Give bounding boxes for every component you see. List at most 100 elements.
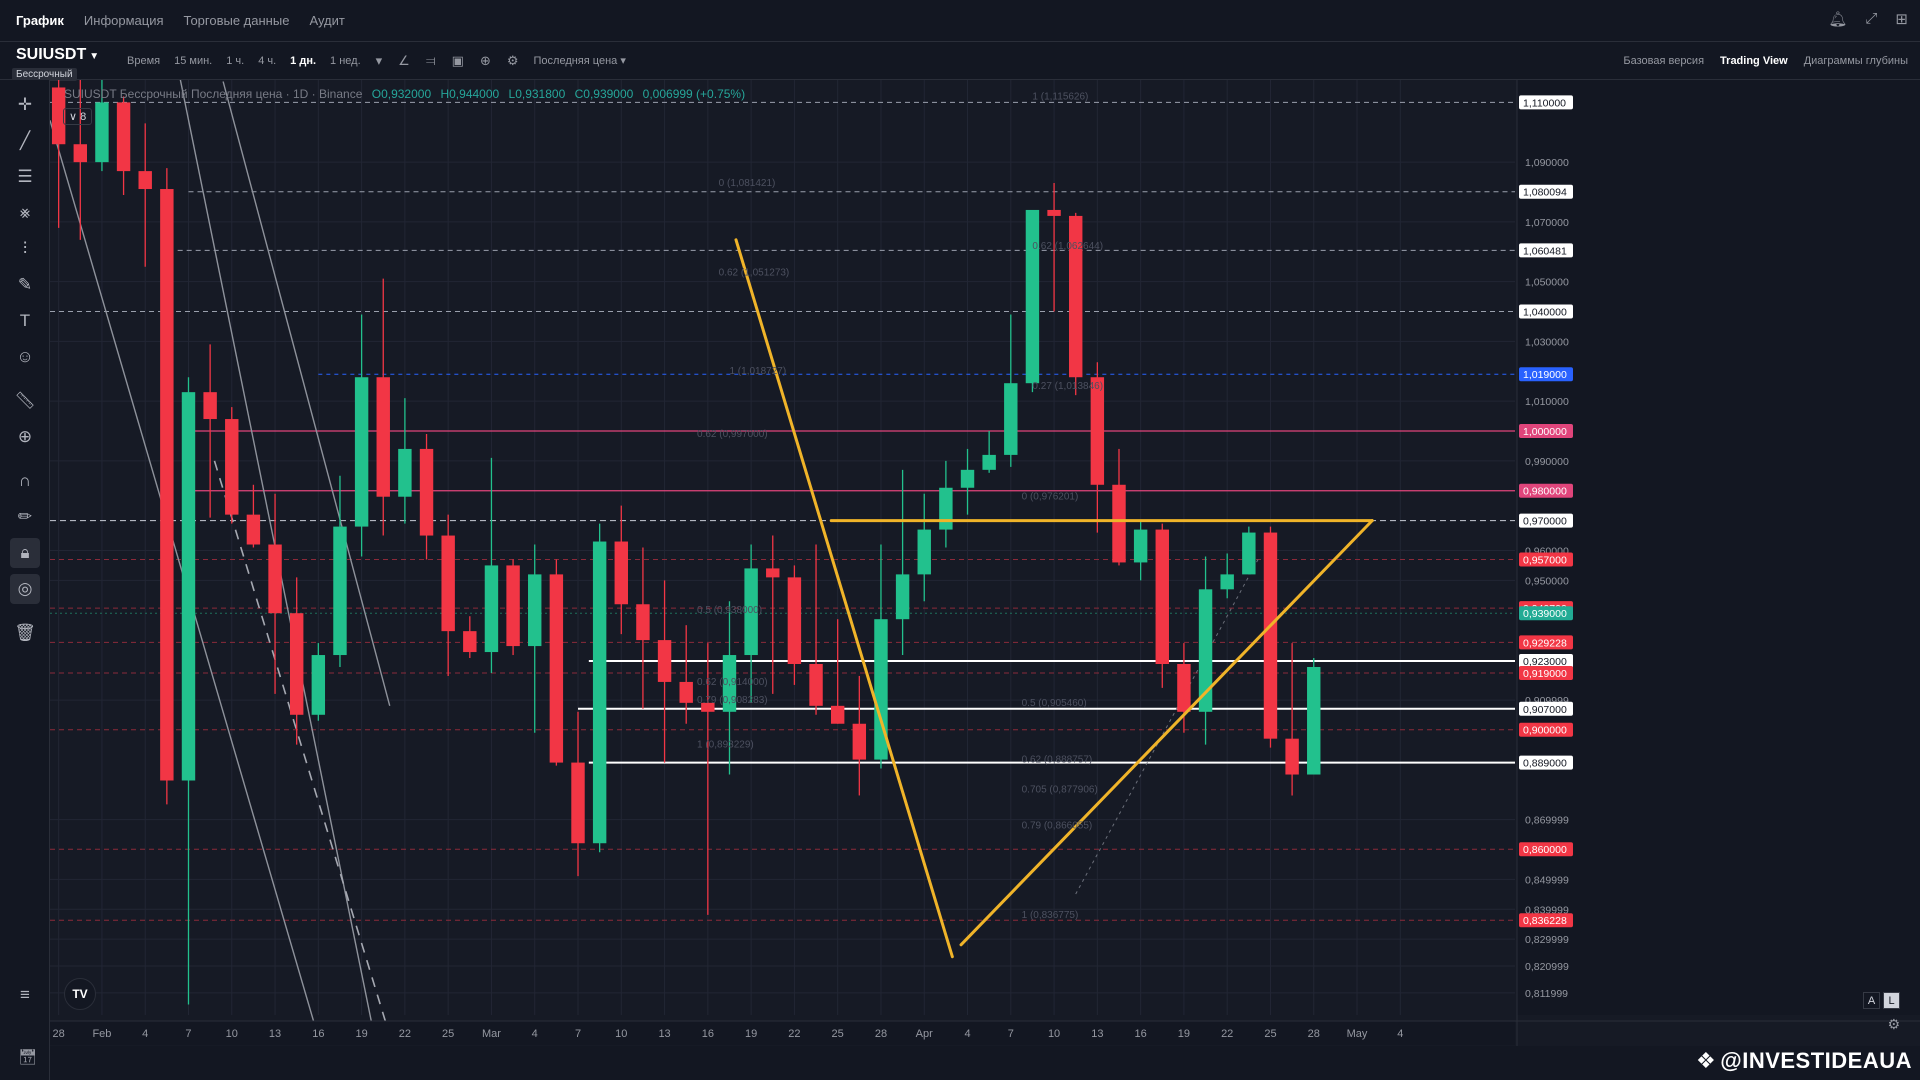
zoom-icon[interactable]: ⊕: [17, 427, 33, 446]
candle-down: [679, 625, 693, 724]
price-tag-label: 1,060481: [1523, 245, 1567, 257]
view-basic[interactable]: Базовая версия: [1623, 55, 1705, 67]
candle-body: [1090, 377, 1105, 485]
chart-grid: [50, 80, 1515, 1015]
time-tick-label: 10: [1048, 1028, 1060, 1040]
candle-body: [830, 705, 845, 724]
candle-down: [506, 559, 520, 656]
candle-down: [1112, 448, 1126, 566]
price-tag-label: 0,836228: [1523, 915, 1567, 927]
time-tick-label: 19: [1178, 1028, 1190, 1040]
tradingview-logo[interactable]: TV: [64, 978, 96, 1010]
price-tag: 0,919000: [1519, 665, 1573, 680]
price-type-label: Последняя цена: [533, 55, 618, 67]
collapse-count: 8: [80, 111, 87, 123]
candle-body: [225, 419, 239, 515]
price-tag-label: 0,923000: [1523, 656, 1567, 668]
candle-down: [787, 565, 802, 685]
view-tradingview[interactable]: Trading View: [1720, 55, 1788, 67]
candle-body: [138, 171, 152, 190]
indicators-icon[interactable]: ⫤: [425, 52, 436, 68]
indicators-collapse-badge[interactable]: ∨ 8: [63, 108, 93, 125]
price-tag: 0,923000: [1519, 654, 1573, 669]
add-icon[interactable]: ⊕: [479, 52, 491, 68]
horizontal-lines-icon[interactable]: ☰: [17, 167, 33, 186]
price-tag-bg: [1519, 483, 1573, 498]
candle-body: [571, 762, 585, 844]
text-icon[interactable]: T: [19, 311, 31, 330]
candle-body: [960, 469, 975, 488]
candle-body: [181, 392, 196, 781]
layers-icon[interactable]: ≡: [20, 985, 30, 1004]
candle-down: [268, 493, 282, 694]
camera-icon[interactable]: ▣: [451, 52, 464, 68]
calendar-icon[interactable]: 📅︎: [18, 1049, 38, 1066]
time-tick-label: 16: [1135, 1028, 1147, 1040]
price-tick-label: 1,010000: [1525, 396, 1569, 408]
interval-15m[interactable]: 15 мин.: [174, 54, 213, 67]
interval-1d[interactable]: 1 дн.: [290, 54, 317, 67]
price-tag-bg: [1519, 552, 1573, 567]
chart-type-icon[interactable]: ∠: [398, 52, 410, 68]
candle-down: [549, 559, 564, 766]
candle-down: [73, 80, 88, 240]
candle-body: [1025, 209, 1040, 384]
candle-up: [1307, 658, 1321, 775]
top-icons: 🔔︎ ⤢ ⊞: [1828, 10, 1908, 28]
interval-4h[interactable]: 4 ч.: [258, 54, 277, 67]
auto-scale-button[interactable]: A: [1863, 992, 1880, 1009]
price-chart[interactable]: 1 (1,115626) 0.62 (1,062644) 0.27 (1,01384…: [50, 80, 1920, 1080]
candle-body: [917, 529, 931, 575]
chart-area[interactable]: 1 (1,115626) 0.62 (1,062644) 0.27 (1,01384…: [50, 80, 1920, 1080]
tab-audit[interactable]: Аудит: [309, 12, 345, 28]
pattern-icon[interactable]: ⨳: [19, 203, 31, 222]
candle-up: [1220, 553, 1234, 599]
magnet-icon[interactable]: ∩: [18, 471, 32, 490]
interval-1w[interactable]: 1 нед.: [330, 54, 361, 67]
candle-up: [181, 377, 196, 1005]
interval-1h[interactable]: 1 ч.: [226, 54, 245, 67]
tab-chart[interactable]: График: [16, 12, 64, 28]
candle-body: [1112, 484, 1126, 563]
hide-drawings-icon[interactable]: ◎: [10, 574, 40, 604]
price-tag: 0,900000: [1519, 722, 1573, 737]
expand-icon[interactable]: ⤢: [1865, 10, 1878, 27]
tab-trading-data[interactable]: Торговые данные: [183, 12, 290, 28]
brush-icon[interactable]: ✎: [17, 275, 33, 294]
price-tag-bg: [1519, 184, 1573, 199]
price-type-select[interactable]: Последняя цена ▾: [527, 54, 633, 67]
settings-icon[interactable]: ⚙: [506, 52, 519, 68]
fib-level-label: 0.62 (1,062644): [1032, 241, 1103, 252]
ruler-icon[interactable]: 📏︎: [14, 391, 36, 410]
trash-icon[interactable]: 🗑︎: [14, 623, 36, 642]
lock-icon[interactable]: 🔒︎: [10, 538, 40, 568]
fib-level-label: 0.62 (0,914000): [697, 677, 768, 688]
gear-icon[interactable]: ⚙: [1887, 1016, 1900, 1032]
layout-icon[interactable]: ⊞: [1895, 11, 1908, 28]
fib-level-label: 0.62 (0,997000): [697, 429, 768, 440]
emoji-icon[interactable]: ☺: [16, 347, 34, 366]
fib-level-label: 0 (0,976201): [1022, 492, 1079, 503]
candle-down: [636, 547, 650, 709]
candle-body: [95, 102, 109, 163]
time-tick-label: 4: [142, 1028, 148, 1040]
trendline-icon[interactable]: ╱: [19, 131, 31, 150]
crosshair-icon[interactable]: ✛: [17, 95, 33, 114]
log-scale-button[interactable]: L: [1883, 992, 1900, 1009]
candle-body: [160, 189, 174, 781]
stay-in-drawing-icon[interactable]: ✏: [17, 507, 33, 526]
time-tick-label: 19: [355, 1028, 367, 1040]
tab-info[interactable]: Информация: [83, 12, 164, 28]
candle-body: [1155, 529, 1169, 665]
bell-icon[interactable]: 🔔︎: [1828, 11, 1848, 28]
candle-body: [73, 144, 88, 163]
candle-body: [51, 87, 66, 145]
price-tag-label: 0,919000: [1523, 668, 1567, 680]
symbol-selector[interactable]: SUIUSDT ▼ Бессрочный: [0, 42, 120, 81]
forecast-icon[interactable]: ⫶: [22, 239, 28, 258]
time-tick-label: 4: [532, 1028, 538, 1040]
candle-down: [1155, 523, 1169, 688]
interval-dropdown-icon[interactable]: ▾: [375, 52, 383, 68]
view-depth[interactable]: Диаграммы глубины: [1803, 55, 1908, 67]
